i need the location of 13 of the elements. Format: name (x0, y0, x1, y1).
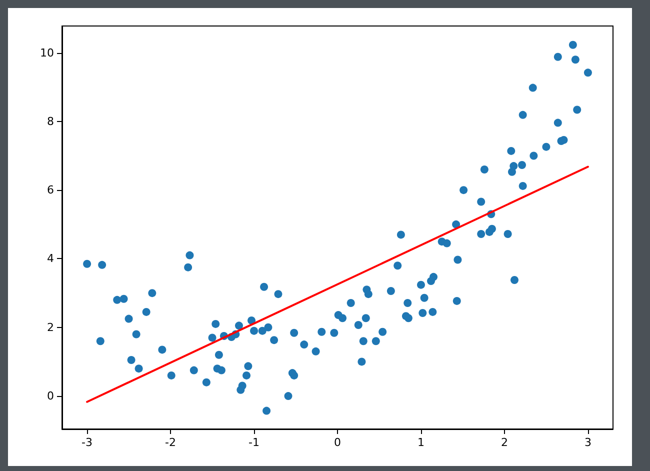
x-tick-label: 1 (417, 436, 424, 449)
x-tick-label: -3 (82, 436, 93, 449)
y-tick-label: 2 (47, 320, 54, 334)
y-tick-label: 0 (47, 390, 54, 403)
x-tick-label: 3 (584, 436, 592, 449)
x-tick-label: -1 (248, 436, 260, 449)
x-tick-label: 0 (334, 436, 341, 449)
x-tick-label: -2 (165, 436, 176, 449)
y-tick-label: 6 (47, 184, 54, 197)
y-tick-label: 10 (40, 46, 54, 60)
y-tick-label: 4 (47, 252, 54, 266)
x-tick-label: 2 (500, 436, 508, 449)
y-tick-label: 8 (47, 114, 54, 128)
